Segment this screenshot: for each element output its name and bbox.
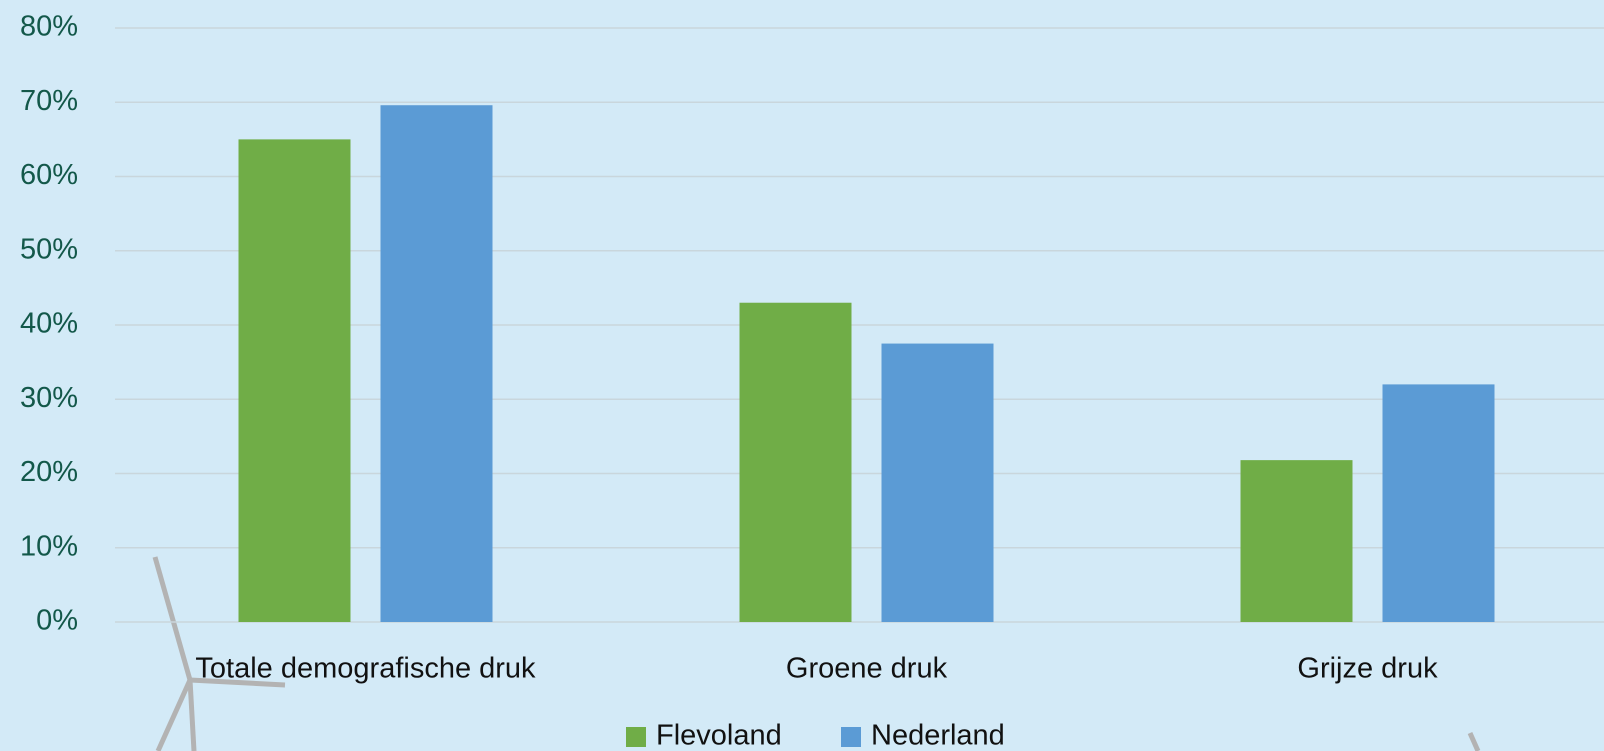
x-tick-label: Totale demografische druk [195,653,536,685]
y-tick-label: 40% [20,308,78,340]
y-tick-label: 30% [20,382,78,414]
bar [881,343,994,622]
bar [739,302,852,622]
bar [238,139,351,622]
legend-swatch [626,727,646,747]
legend-label: Flevoland [656,720,782,751]
bar [380,105,493,623]
y-tick-label: 70% [20,85,78,117]
windmill-decoration [152,556,1481,751]
x-tick-label: Grijze druk [1297,653,1438,685]
legend-label: Nederland [871,720,1005,751]
y-tick-label: 60% [20,159,78,191]
y-tick-label: 10% [20,530,78,562]
y-tick-label: 20% [20,456,78,488]
legend-swatch [841,727,861,747]
bar [1382,384,1495,622]
x-tick-label: Groene druk [786,653,948,685]
bar [1240,460,1353,622]
y-tick-label: 80% [20,11,78,43]
y-tick-label: 0% [36,605,78,637]
y-tick-label: 50% [20,233,78,265]
